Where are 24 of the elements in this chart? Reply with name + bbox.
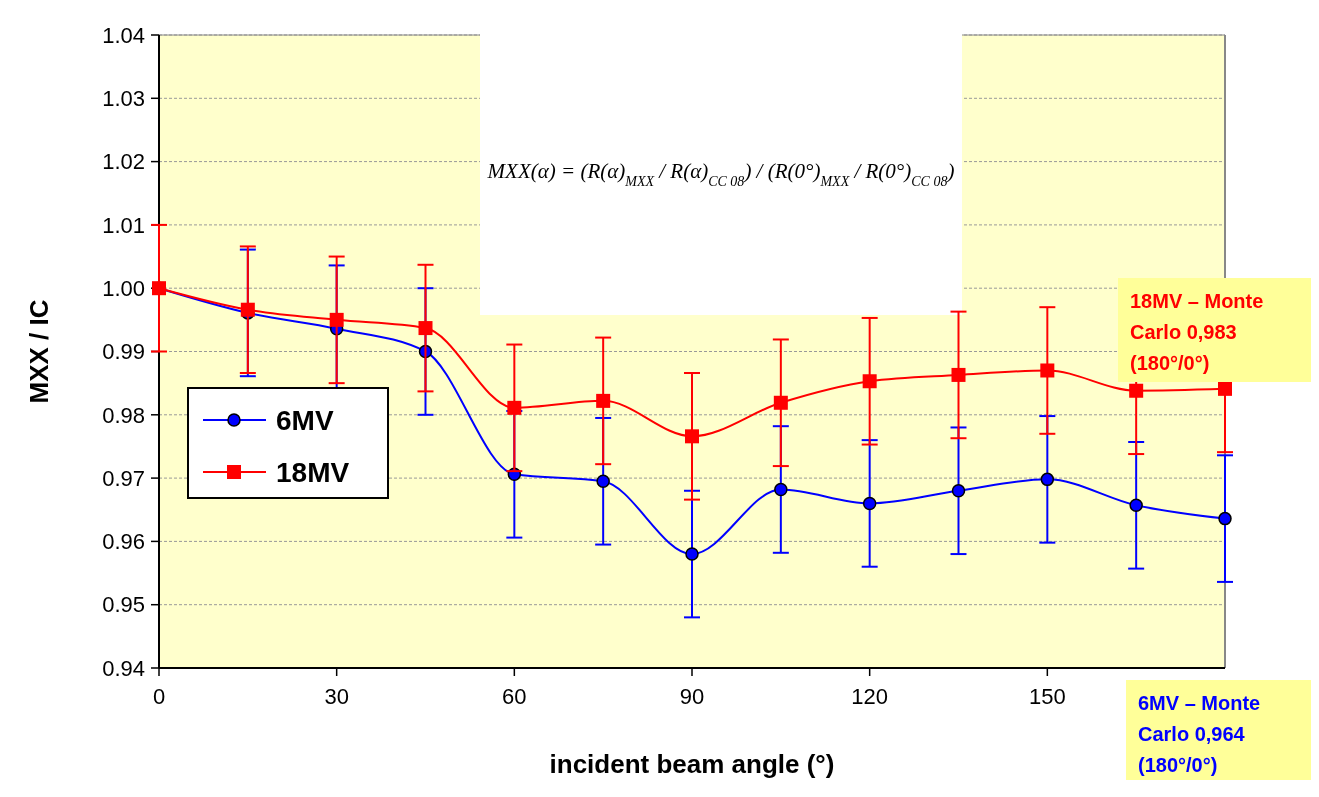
y-axis-title: MXX / IC (24, 299, 54, 404)
y-tick-label: 1.00 (102, 275, 145, 301)
x-tick-label: 90 (679, 684, 705, 709)
x-tick-label: 0 (152, 684, 166, 709)
y-tick-label: 0.98 (102, 402, 145, 428)
y-tick-label: 1.03 (102, 86, 145, 111)
x-tick-label: 60 (502, 684, 527, 709)
annotation: 18MV – Monte Carlo 0,983 (180°/0°) (1130, 290, 1264, 374)
x-tick-label: 150 (1028, 684, 1066, 709)
x-tick-label: 120 (851, 684, 889, 709)
callout-box: 6MV – Monte Carlo 0,964 (180°/0°) (1126, 680, 1311, 780)
y-tick-label: 0.97 (102, 465, 145, 491)
legend-label: 18MV (276, 456, 350, 488)
y-tick-label: 1.01 (102, 212, 145, 238)
y-tick-label: 0.96 (102, 529, 145, 555)
y-tick-label: 1.04 (102, 22, 145, 48)
y-tick-label: 1.02 (102, 149, 145, 175)
x-axis-title: incident beam angle (°) (549, 749, 835, 779)
legend-label: 6MV (276, 404, 334, 436)
callout-box: 18MV – Monte Carlo 0,983 (180°/0°) (1118, 278, 1311, 382)
y-tick-label: 0.94 (102, 655, 145, 681)
x-tick-label: 30 (324, 684, 349, 709)
y-tick-label: 0.95 (102, 592, 145, 618)
y-tick-label: 0.99 (102, 339, 145, 365)
